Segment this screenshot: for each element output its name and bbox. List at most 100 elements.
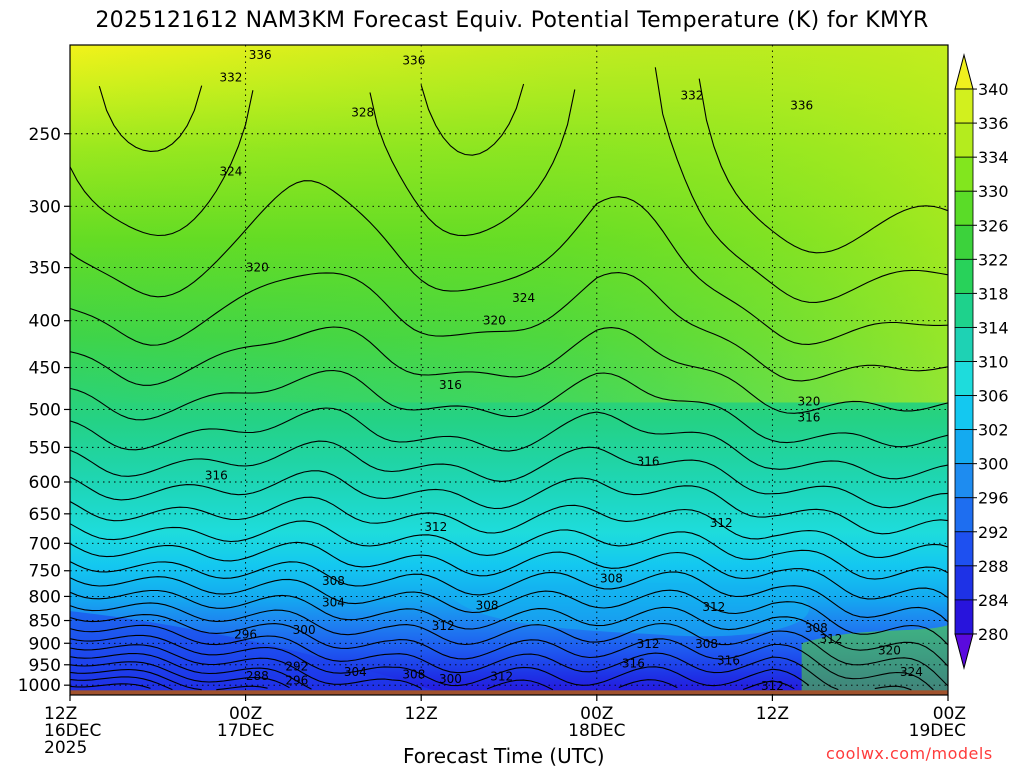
contour-label-text: 312: [819, 632, 842, 646]
contour-label: 312: [702, 600, 725, 614]
y-tick-label: 800: [29, 587, 61, 607]
contour-label-text: 304: [322, 595, 345, 609]
contour-332: [69, 272, 949, 382]
contour-label-text: 288: [246, 669, 269, 683]
colorbar-label: 336: [978, 114, 1009, 133]
contour-label: 312: [424, 520, 447, 534]
contour-label-text: 316: [439, 378, 462, 392]
contour-label: 300: [439, 672, 462, 686]
contour-label-text: 320: [878, 644, 901, 658]
colorbar-label: 296: [978, 489, 1009, 508]
contour-label: 296: [234, 627, 257, 641]
colorbar-extend-bottom: [954, 633, 974, 670]
field-dry-upper: [70, 45, 948, 403]
contour-label-text: 336: [790, 99, 813, 113]
contour-label-text: 312: [637, 637, 660, 651]
contour-292: [69, 676, 173, 691]
x-tick-label: 00Z: [229, 704, 262, 724]
x-tick-label: 00Z: [580, 704, 613, 724]
contour-label-text: 320: [483, 314, 506, 328]
colorbar-label: 306: [978, 387, 1009, 406]
colorbar-label: 318: [978, 284, 1009, 303]
contour-label: 316: [439, 378, 462, 392]
contour-label: 336: [402, 54, 425, 68]
colorbar-swatch: [954, 122, 974, 158]
contour-334: [69, 180, 949, 345]
colorbar-extend-top: [954, 53, 974, 90]
contour-label-text: 316: [205, 468, 228, 482]
contour-label-text: 316: [798, 410, 821, 424]
colorbar-swatch: [954, 395, 974, 431]
colorbar-label: 292: [978, 523, 1009, 542]
contour-label: 312: [761, 679, 784, 693]
contour-300: [69, 644, 795, 691]
colorbar-label: 322: [978, 250, 1009, 269]
contour-label: 324: [900, 665, 923, 679]
colorbar-swatch: [954, 497, 974, 533]
contour-336: [69, 67, 949, 303]
contour-label: 312: [637, 637, 660, 651]
contour-label-text: 316: [717, 654, 740, 668]
contour-label: 324: [512, 291, 535, 305]
colorbar-swatch: [954, 327, 974, 362]
colorbar-label: 326: [978, 216, 1009, 235]
contour-338: [98, 78, 949, 254]
contour-310: [69, 589, 949, 667]
colorbar-swatch: [954, 156, 974, 192]
contour-320: [69, 496, 949, 558]
contour-label: 308: [402, 667, 425, 681]
contour-label-text: 312: [761, 679, 784, 693]
contour-label-text: 308: [695, 637, 718, 651]
contour-label: 304: [344, 665, 367, 679]
y-tick-label: 950: [29, 656, 61, 676]
contour-label: 308: [695, 637, 718, 651]
colorbar-swatch: [954, 88, 974, 124]
contour-316: [69, 541, 949, 600]
contour-label: 300: [293, 623, 316, 637]
contour-label-text: 292: [285, 659, 308, 673]
colorbar-swatch: [954, 565, 974, 601]
contour-label: 316: [205, 468, 228, 482]
contour-lines: [69, 67, 949, 691]
colorbar: 340 336 334 330 326 322 318 314 310 306 302 300 296 2…: [954, 53, 1009, 670]
contour-label-text: 336: [249, 48, 272, 62]
colorbar-label: 340: [978, 80, 1009, 99]
contour-label: 316: [637, 455, 660, 469]
colorbar-label: 314: [978, 318, 1009, 337]
x-tick-label: 00Z: [933, 704, 966, 724]
contour-label: 312: [490, 669, 513, 683]
contour-label-text: 312: [490, 669, 513, 683]
theta-e-field: [70, 45, 948, 695]
colorbar-label: 302: [978, 421, 1009, 440]
colorbar-label: 330: [978, 182, 1009, 201]
contour-label-text: 316: [622, 657, 645, 671]
contour-330: [69, 326, 949, 414]
contour-312: [69, 576, 949, 646]
contour-label-text: 312: [702, 600, 725, 614]
contour-label-text: 300: [439, 672, 462, 686]
colorbar-label: 310: [978, 353, 1009, 372]
contour-label-text: 304: [344, 665, 367, 679]
colorbar-label: 334: [978, 148, 1009, 167]
contour-label: 308: [805, 621, 828, 635]
contour-label-text: 308: [600, 572, 623, 586]
contour-label-text: 308: [476, 598, 499, 612]
y-tick-label: 1000: [18, 676, 61, 696]
contour-label: 308: [322, 574, 345, 588]
contour-label-text: 312: [710, 516, 733, 530]
ground-strip: [70, 690, 948, 695]
contour-label: 316: [798, 410, 821, 424]
colorbar-swatch: [954, 429, 974, 465]
x-tick-label: 2025: [44, 738, 87, 758]
x-tick-label: 12Z: [756, 704, 789, 724]
contour-306: [69, 614, 934, 691]
colorbar-label: 300: [978, 455, 1009, 474]
contour-326: [69, 407, 949, 480]
y-tick-label: 600: [29, 473, 61, 493]
y-tick-label: 550: [29, 438, 61, 458]
contour-label: 320: [246, 261, 269, 275]
y-tick-label: 400: [29, 312, 61, 332]
contour-label: 336: [790, 99, 813, 113]
